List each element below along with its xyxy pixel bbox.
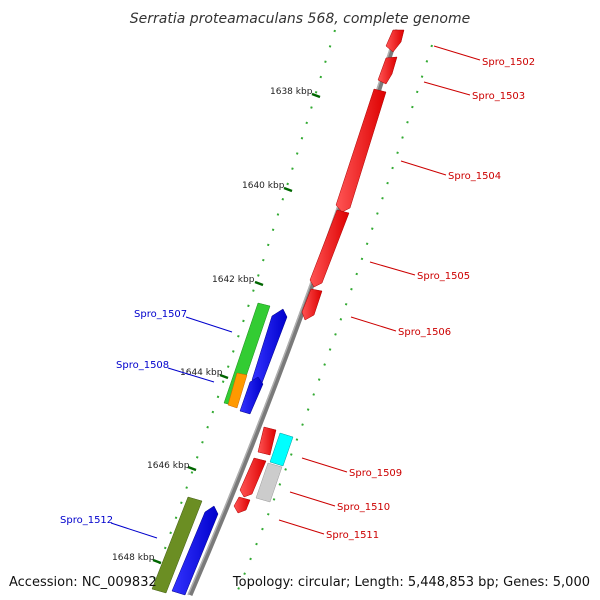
tick-label-1640: 1640 kbp <box>242 181 285 191</box>
gene-label-spro-1510[interactable]: Spro_1510 <box>337 502 390 513</box>
tick-mark <box>283 186 293 193</box>
gene-spro-1503-arrow[interactable] <box>377 56 398 85</box>
leader-line <box>278 519 325 535</box>
gene-label-spro-1511[interactable]: Spro_1511 <box>326 530 379 541</box>
tick-mark <box>152 558 162 565</box>
tick-label-1638: 1638 kbp <box>270 87 313 97</box>
gene-spro-1507-blue-arrow[interactable] <box>251 308 288 384</box>
right-leader-lines <box>278 45 481 535</box>
gene-label-spro-1505[interactable]: Spro_1505 <box>417 271 470 282</box>
gene-label-spro-1502[interactable]: Spro_1502 <box>482 57 535 68</box>
topology-text: Topology: circular; Length: 5,448,853 bp… <box>232 575 590 590</box>
gene-spro-1511-red-arrow[interactable] <box>233 496 251 514</box>
leader-line <box>400 160 447 176</box>
tick-label-1646: 1646 kbp <box>147 461 190 471</box>
gene-spro-1504-arrow[interactable] <box>335 88 387 213</box>
gene-spro-1510-grey-box[interactable] <box>255 462 283 503</box>
left-leader-lines <box>110 316 233 539</box>
gene-label-spro-1506[interactable]: Spro_1506 <box>398 327 451 338</box>
gene-label-spro-1503[interactable]: Spro_1503 <box>472 91 525 102</box>
tick-label-1648: 1648 kbp <box>112 553 155 563</box>
leader-line <box>350 316 397 332</box>
gene-spro-1508-orange-bar[interactable] <box>227 372 248 409</box>
tick-mark <box>254 280 264 287</box>
gene-label-spro-1507[interactable]: Spro_1507 <box>134 309 187 320</box>
scale-ticks <box>152 92 321 565</box>
gene-label-spro-1508[interactable]: Spro_1508 <box>116 360 169 371</box>
accession-text: Accession: NC_009832 <box>9 575 157 590</box>
leader-line <box>289 491 336 507</box>
gene-spro-1510-red-arrow[interactable] <box>239 457 267 498</box>
tick-mark <box>187 465 197 472</box>
gene-red-block-1[interactable] <box>257 426 277 456</box>
gene-spro-1509-cyan-box[interactable] <box>269 432 294 467</box>
gene-label-spro-1504[interactable]: Spro_1504 <box>448 171 501 182</box>
leader-line <box>301 457 348 473</box>
gene-spro-1512-olive-bar[interactable] <box>151 496 203 594</box>
gene-label-spro-1512[interactable]: Spro_1512 <box>60 515 113 526</box>
leader-line <box>167 367 215 383</box>
inner-dotted-guide <box>149 29 336 591</box>
tick-label-1642: 1642 kbp <box>212 275 255 285</box>
gene-label-spro-1509[interactable]: Spro_1509 <box>349 468 402 479</box>
leader-line <box>433 45 481 61</box>
gene-spro-1512-blue-arrow[interactable] <box>171 505 219 596</box>
tick-mark <box>311 92 321 99</box>
tick-mark <box>219 373 229 380</box>
outer-dotted-guide <box>237 44 433 591</box>
leader-line <box>110 522 158 539</box>
leader-line <box>185 316 233 333</box>
gene-spro-1506-arrow[interactable] <box>301 288 323 321</box>
leader-line <box>423 81 471 96</box>
gene-spro-1508-blue-arrow[interactable] <box>239 376 264 415</box>
leader-line <box>369 261 416 276</box>
gene-spro-1502-arrow[interactable] <box>385 29 405 53</box>
tick-label-1644: 1644 kbp <box>180 368 223 378</box>
gene-spro-1505-arrow[interactable] <box>309 209 350 288</box>
map-title: Serratia proteamaculans 568, complete ge… <box>130 11 470 27</box>
